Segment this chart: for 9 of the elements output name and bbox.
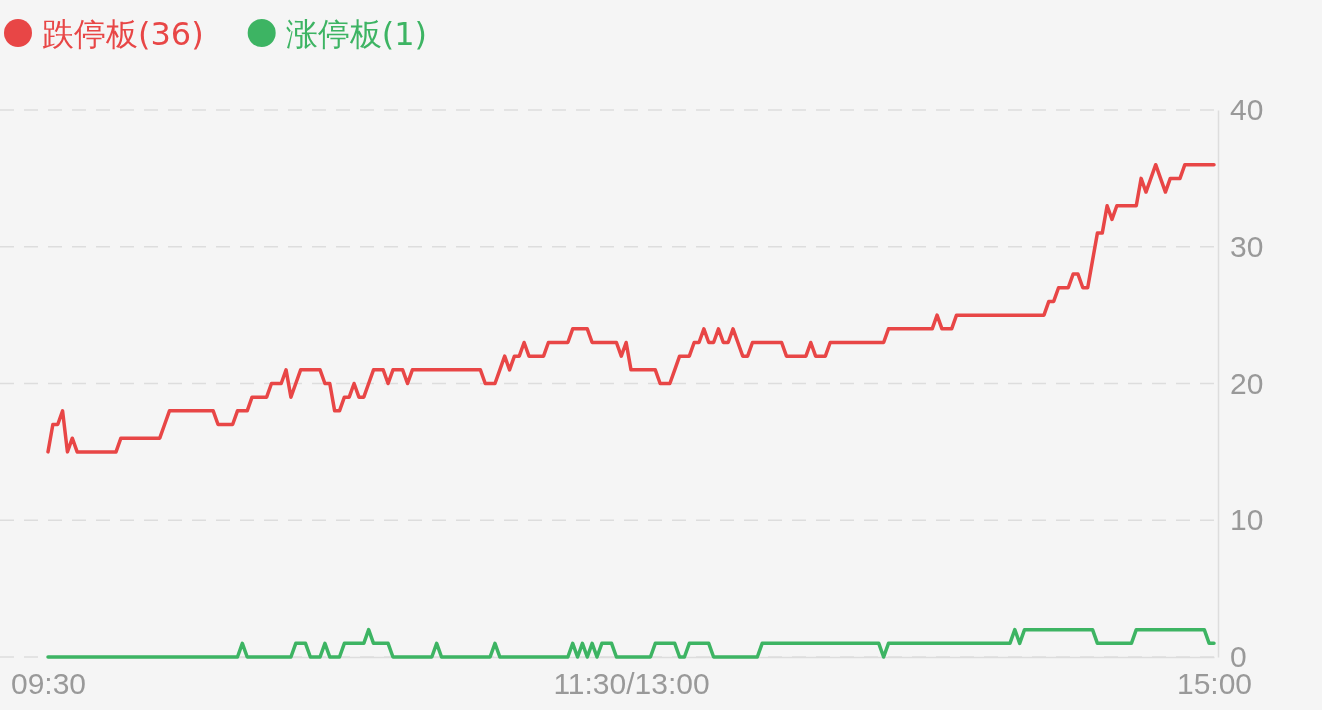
line-series <box>46 162 1216 454</box>
x-tick-label: 09:30 <box>10 667 87 701</box>
y-tick-label: 10 <box>1230 503 1264 537</box>
legend-label: 涨停板(1) <box>285 14 428 53</box>
y-tick-label: 40 <box>1230 93 1264 127</box>
legend-label: 跌停板(36) <box>42 14 204 53</box>
y-tick-label: 20 <box>1230 366 1264 400</box>
y-tick-label: 30 <box>1230 229 1264 263</box>
x-tick-label: 11:30/13:00 <box>553 667 710 701</box>
